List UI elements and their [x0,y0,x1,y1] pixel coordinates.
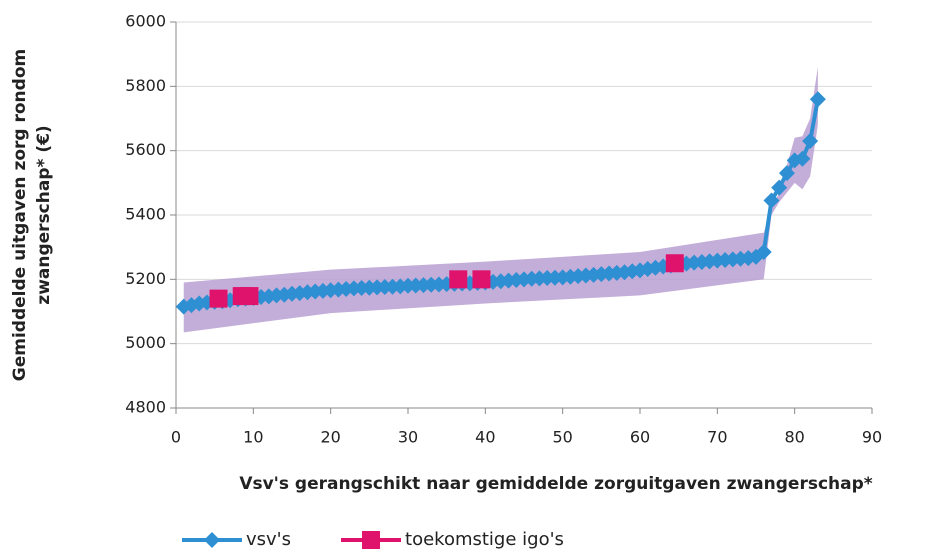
x-tick-label: 50 [552,428,572,447]
y-tick-label: 5800 [125,76,166,95]
diamond-marker [748,248,764,265]
diamond-marker [794,150,811,167]
y-axis-label: Gemiddelde uitgaven zorg rondom [10,49,30,381]
square-marker [209,289,228,308]
x-tick-label: 70 [707,428,727,447]
y-tick-label: 5400 [125,205,166,224]
x-tick-label: 40 [475,428,495,447]
diamond-marker [802,133,819,150]
diamond-marker [717,252,734,269]
legend-marker [204,532,220,548]
diamond-marker [809,91,826,108]
x-tick-label: 10 [243,428,263,447]
diamond-marker [771,179,788,196]
y-tick-label: 5000 [125,333,166,352]
diamond-marker [778,165,795,182]
square-marker [665,254,684,273]
y-tick-label: 5200 [125,269,166,288]
legend-marker [362,531,381,549]
diamond-marker [763,192,780,209]
legend-label: toekomstige igo's [405,529,564,550]
y-tick-label: 6000 [125,12,166,31]
diamond-marker [755,243,772,260]
square-marker [449,270,468,289]
y-axis-label: zwangerschap* (€) [34,125,54,304]
x-tick-label: 80 [784,428,804,447]
legend-label: vsv's [246,529,291,550]
diamond-marker [686,254,703,271]
x-axis-label: Vsv's gerangschikt naar gemiddelde zorgu… [239,474,872,494]
x-tick-label: 30 [398,428,418,447]
diamond-marker [724,251,741,268]
x-tick-label: 20 [320,428,340,447]
square-marker [472,270,491,289]
x-tick-label: 0 [171,428,181,447]
y-tick-label: 4800 [125,398,166,417]
square-marker [240,287,259,306]
y-tick-label: 5600 [125,140,166,159]
x-tick-label: 90 [862,428,882,447]
x-tick-label: 60 [630,428,650,447]
